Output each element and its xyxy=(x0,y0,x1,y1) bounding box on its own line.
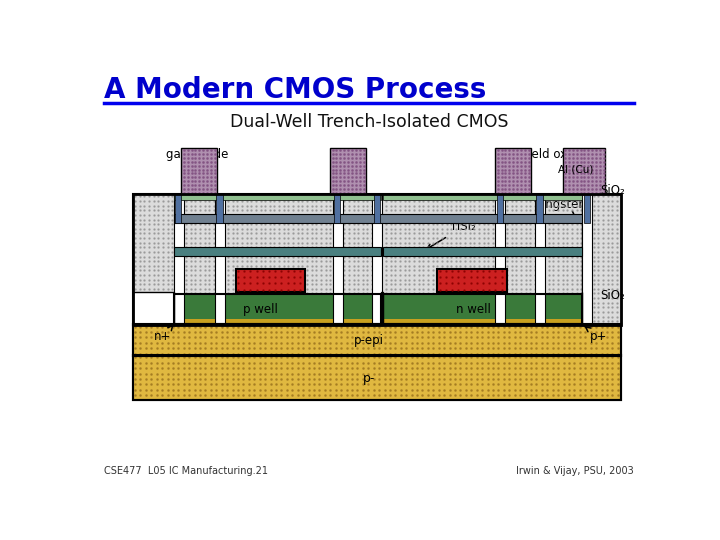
Text: A Modern CMOS Process: A Modern CMOS Process xyxy=(104,76,486,104)
Text: tungsten: tungsten xyxy=(534,198,586,216)
Bar xyxy=(132,325,621,356)
Bar xyxy=(582,194,621,325)
Bar xyxy=(174,299,381,303)
Bar xyxy=(132,292,174,325)
Bar xyxy=(174,194,381,200)
Bar xyxy=(175,194,181,222)
Bar xyxy=(174,214,582,222)
Text: SiO₂: SiO₂ xyxy=(600,184,626,197)
Bar xyxy=(181,148,217,194)
Bar xyxy=(174,294,381,299)
Text: SiO₂: SiO₂ xyxy=(600,289,626,302)
Bar xyxy=(495,148,531,194)
Bar xyxy=(383,294,582,323)
Bar xyxy=(132,194,621,325)
Bar xyxy=(383,303,582,308)
Text: n+: n+ xyxy=(154,325,173,343)
Bar xyxy=(174,313,381,318)
Bar xyxy=(374,194,380,222)
Bar xyxy=(132,194,621,325)
Bar xyxy=(383,319,582,323)
Bar xyxy=(216,194,222,222)
Bar xyxy=(333,194,343,325)
Bar xyxy=(132,355,621,400)
Bar xyxy=(437,269,507,292)
Text: n well: n well xyxy=(456,303,491,316)
Bar xyxy=(383,294,582,299)
Bar xyxy=(174,303,381,308)
Bar xyxy=(536,194,543,222)
Bar xyxy=(381,292,383,325)
Text: p well: p well xyxy=(243,303,278,316)
Bar xyxy=(235,269,305,292)
Bar xyxy=(495,194,505,325)
Text: TiSi₂: TiSi₂ xyxy=(427,220,476,249)
Bar xyxy=(582,194,593,325)
Bar xyxy=(383,313,582,318)
Bar xyxy=(383,318,582,322)
Text: p-: p- xyxy=(363,373,375,386)
Bar xyxy=(215,194,225,325)
Bar xyxy=(330,148,366,194)
Bar xyxy=(174,318,381,322)
Text: Al (Cu): Al (Cu) xyxy=(558,165,593,174)
Bar xyxy=(383,194,582,200)
Bar xyxy=(174,294,381,323)
Bar xyxy=(497,194,503,222)
Text: p-epi: p-epi xyxy=(354,334,384,347)
Bar xyxy=(383,299,582,303)
Bar xyxy=(383,247,582,256)
Text: Irwin & Vijay, PSU, 2003: Irwin & Vijay, PSU, 2003 xyxy=(516,466,634,476)
Text: gate oxide: gate oxide xyxy=(166,148,228,190)
Text: field oxide: field oxide xyxy=(524,148,589,194)
Text: p+: p+ xyxy=(585,326,607,343)
Bar xyxy=(174,247,381,256)
Text: Dual-Well Trench-Isolated CMOS: Dual-Well Trench-Isolated CMOS xyxy=(230,113,508,131)
Bar xyxy=(584,194,590,222)
Bar xyxy=(383,308,582,313)
Bar xyxy=(334,194,341,222)
Bar xyxy=(174,308,381,313)
Bar xyxy=(174,319,381,323)
Bar xyxy=(563,148,606,194)
Bar xyxy=(372,194,382,325)
Bar xyxy=(132,355,621,400)
Text: CSE477  L05 IC Manufacturing.21: CSE477 L05 IC Manufacturing.21 xyxy=(104,466,268,476)
Bar xyxy=(174,194,184,325)
Bar xyxy=(132,325,621,356)
Bar xyxy=(535,194,545,325)
